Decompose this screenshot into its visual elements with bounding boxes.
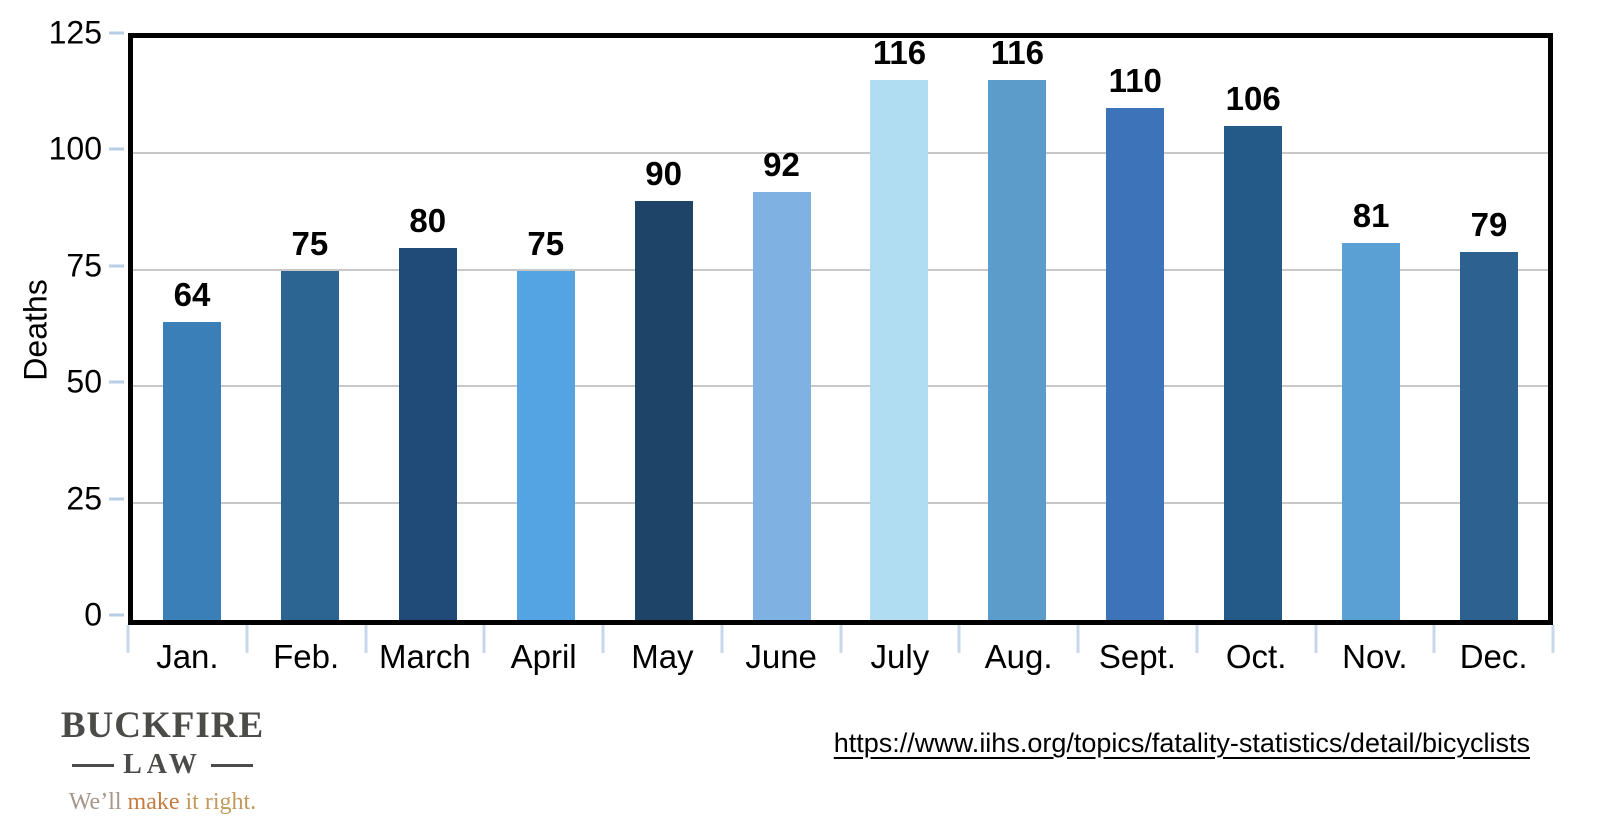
x-tick-label-feb: Feb. (273, 638, 340, 675)
y-tick-label-50: 50 (66, 363, 102, 400)
x-tick-label-nov: Nov. (1342, 638, 1408, 675)
bar-value-label: 116 (872, 33, 927, 71)
bar-march: 80 (398, 202, 457, 620)
source-url-link[interactable]: https://www.iihs.org/topics/fatality-sta… (833, 728, 1530, 758)
x-tick-label-sept: Sept. (1098, 638, 1176, 675)
logo-buckfire-text: BUCKFIRE (60, 705, 265, 746)
bar-value-label: 110 (1108, 61, 1162, 99)
x-tick-label-jan: Jan. (156, 638, 219, 675)
x-tickmark-12 (1551, 625, 1555, 653)
y-tick-label-75: 75 (66, 247, 102, 284)
x-tick-label-june: June (745, 638, 817, 675)
x-tickmark-9 (1195, 625, 1199, 653)
y-axis: 0 25 50 75 100 125 (0, 15, 126, 633)
bar-value-label: 90 (645, 154, 682, 192)
tagline-it-right: it right. (179, 789, 257, 815)
bar-aug: 116 (988, 34, 1047, 620)
x-tick-label-dec: Dec. (1459, 638, 1528, 675)
bar-april: 75 (516, 225, 575, 620)
gridline-75 (133, 268, 1548, 271)
y-tickmark-75 (109, 264, 124, 268)
x-tick-label-july: July (870, 638, 930, 675)
x-tick-label-aug: Aug. (984, 638, 1053, 675)
bar-feb: 75 (280, 225, 339, 620)
x-tickmark-1 (245, 625, 249, 653)
x-tickmark-2 (364, 625, 367, 653)
x-tickmark-11 (1432, 625, 1436, 653)
bar-value-label: 75 (291, 224, 329, 262)
gridline-25 (133, 501, 1548, 504)
logo-right-dash (210, 763, 253, 767)
tagline-well: We’ll (68, 789, 128, 815)
bar-nov: 81 (1342, 197, 1401, 620)
logo-law-row: LAW (55, 749, 270, 781)
y-tick-label-0: 0 (84, 596, 102, 633)
y-tick-label-125: 125 (48, 14, 102, 51)
x-tick-label-april: April (510, 638, 577, 675)
y-tickmark-125 (109, 31, 124, 35)
gridline-50 (133, 385, 1548, 388)
y-axis-title: Deaths (17, 279, 54, 381)
bar-value-label: 75 (527, 224, 565, 262)
bar-value-label: 64 (173, 276, 211, 314)
bar-sept: 110 (1106, 62, 1165, 620)
x-tick-label-oct: Oct. (1225, 638, 1287, 675)
bar-oct: 106 (1224, 80, 1283, 620)
x-tickmark-3 (482, 625, 486, 653)
y-tick-label-100: 100 (48, 130, 102, 167)
bar-value-label: 81 (1352, 196, 1390, 234)
bar-dec: 79 (1460, 206, 1519, 620)
logo-law-text: LAW (123, 749, 202, 780)
logo-left-dash (72, 763, 115, 767)
buckfire-law-logo: BUCKFIRE LAW We’ll make it right. (55, 704, 270, 816)
logo-tagline: We’ll make it right. (55, 789, 270, 816)
bar-value-label: 106 (1225, 80, 1281, 118)
bar-july: 116 (870, 34, 929, 620)
x-tickmark-10 (1314, 625, 1317, 653)
y-tickmark-100 (109, 147, 124, 151)
y-tick-label-25: 25 (66, 480, 102, 517)
bar-value-label: 116 (990, 33, 1044, 71)
y-tickmark-25 (109, 497, 124, 501)
x-tick-label-may: May (631, 638, 694, 675)
x-tickmark-4 (601, 625, 605, 653)
y-tickmark-0 (109, 613, 124, 617)
plot-area: 64 75 80 75 90 92 116 116 110 106 81 79 (128, 33, 1553, 625)
x-tickmark-8 (1076, 625, 1080, 653)
y-tickmark-50 (109, 380, 124, 384)
bar-june: 92 (752, 146, 811, 620)
x-tickmark-0 (126, 625, 130, 653)
x-tickmark-5 (720, 625, 724, 653)
gridline-100 (133, 152, 1548, 155)
x-tick-label-march: March (379, 638, 471, 675)
bar-value-label: 79 (1470, 206, 1508, 244)
x-axis-ticks (126, 625, 1555, 653)
x-axis-labels: Jan. Feb. March April May June July Aug. Sept. Oc… (128, 638, 1553, 684)
x-tickmark-6 (839, 625, 842, 653)
tagline-make: make (127, 789, 180, 815)
bar-jan: 64 (162, 276, 221, 620)
bar-value-label: 92 (763, 145, 800, 183)
bar-may: 90 (634, 155, 693, 620)
bar-value-label: 80 (409, 201, 447, 239)
x-tickmark-7 (957, 625, 961, 653)
